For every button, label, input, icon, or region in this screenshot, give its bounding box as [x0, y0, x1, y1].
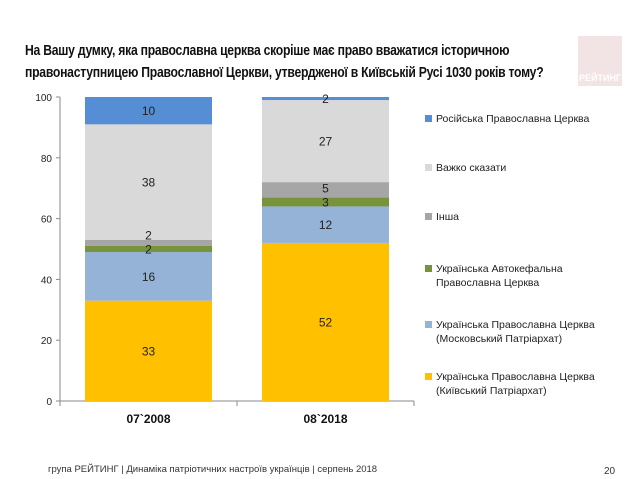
data-label: 3	[322, 195, 329, 209]
legend-swatch	[425, 164, 432, 171]
legend-label: Українська Автокефальна Православна Церк…	[436, 263, 563, 289]
data-label: 33	[142, 344, 156, 358]
legend-swatch	[425, 115, 432, 122]
y-tick-label: 80	[41, 154, 53, 165]
y-tick-label: 60	[41, 215, 53, 226]
legend-item: Важко сказати	[425, 161, 625, 175]
bar-segment	[85, 124, 212, 240]
bar-segment	[262, 97, 389, 101]
footer-text: група РЕЙТИНГ | Динаміка патріотичних на…	[48, 464, 378, 475]
data-label: 10	[142, 104, 156, 118]
legend-label: Російська Православна Церква	[436, 113, 590, 125]
bar-segment	[262, 242, 389, 401]
bar-segment	[85, 300, 212, 401]
bar-segment	[262, 206, 389, 243]
bar-segment	[85, 252, 212, 301]
legend-label: Українська Православна Церква (Московськ…	[436, 319, 595, 345]
data-label: 52	[319, 315, 333, 329]
data-label: 27	[319, 135, 333, 149]
y-tick-label: 40	[41, 275, 53, 286]
data-label: 2	[145, 243, 152, 257]
bar-segment	[262, 182, 389, 198]
legend-item: Інша	[425, 210, 625, 224]
bar-segment	[85, 245, 212, 253]
legend-label: Інша	[436, 211, 459, 223]
legend-swatch	[425, 213, 432, 220]
legend-item: Українська Православна Церква (Київський…	[425, 370, 625, 398]
legend-label: Українська Православна Церква (Київський…	[436, 371, 595, 397]
data-label: 2	[322, 92, 329, 106]
x-tick-label: 07`2008	[126, 412, 170, 426]
y-tick-label: 100	[35, 93, 52, 104]
bar-segment	[262, 100, 389, 183]
data-label: 2	[145, 229, 152, 243]
x-tick-label: 08`2018	[303, 412, 347, 426]
data-label: 38	[142, 176, 156, 190]
data-label: 12	[319, 218, 333, 232]
legend-label: Важко сказати	[436, 162, 507, 174]
bar-segment	[85, 239, 212, 246]
legend-item: Українська Автокефальна Православна Церк…	[425, 262, 625, 290]
rating-logo: РЕЙТИНГ	[578, 36, 622, 86]
legend-swatch	[425, 265, 432, 272]
bar-segment	[262, 197, 389, 207]
legend-item: Російська Православна Церква	[425, 112, 625, 126]
legend-swatch	[425, 321, 432, 328]
bar-segment	[85, 97, 212, 125]
data-label: 5	[322, 181, 329, 195]
page-number: 20	[604, 466, 616, 477]
y-tick-label: 20	[41, 336, 53, 347]
chart-title: На Вашу думку, яка православна церква ск…	[25, 43, 544, 81]
legend-item: Українська Православна Церква (Московськ…	[425, 318, 625, 346]
y-tick-label: 0	[46, 397, 52, 408]
legend-swatch	[425, 373, 432, 380]
data-label: 16	[142, 270, 156, 284]
